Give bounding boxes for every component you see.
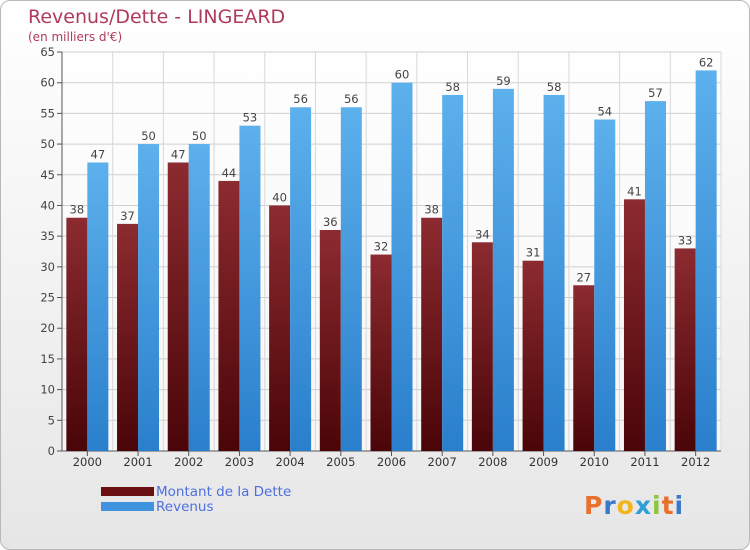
logo-letter: x [634, 491, 652, 520]
bar-revenus [290, 107, 312, 451]
bar-debt [319, 230, 341, 451]
data-label: 56 [344, 92, 359, 106]
x-tick-label: 2011 [630, 455, 659, 469]
y-tick-label: 35 [40, 229, 55, 243]
bar-revenus [543, 94, 565, 451]
bar-revenus [138, 144, 160, 452]
data-label: 31 [526, 246, 541, 260]
bar-revenus [239, 125, 261, 452]
data-label: 38 [424, 203, 439, 217]
bar-debt [218, 180, 240, 451]
bar-revenus [340, 107, 362, 451]
legend-swatch-revenus [101, 502, 154, 511]
data-label: 38 [70, 203, 85, 217]
bar-revenus [594, 119, 616, 452]
x-tick-label: 2005 [326, 455, 355, 469]
data-label: 50 [141, 129, 156, 143]
data-label: 41 [627, 184, 642, 198]
bar-debt [573, 285, 595, 451]
x-tick-label: 2002 [174, 455, 203, 469]
y-tick-label: 45 [40, 168, 55, 182]
bar-revenus [188, 144, 210, 452]
chart-title: Revenus/Dette - LINGEARD [28, 6, 286, 28]
bar-revenus [644, 101, 666, 451]
data-label: 32 [374, 240, 389, 254]
x-tick-label: 2008 [478, 455, 507, 469]
x-tick-label: 2001 [123, 455, 152, 469]
bar-debt [370, 254, 392, 451]
y-tick-label: 40 [40, 198, 55, 212]
bar-debt [674, 248, 696, 451]
bar-revenus [87, 162, 109, 451]
x-tick-label: 2009 [529, 455, 558, 469]
data-label: 60 [395, 68, 410, 82]
x-tick-label: 2010 [580, 455, 609, 469]
data-label: 56 [293, 92, 308, 106]
data-label: 34 [475, 227, 490, 241]
x-tick-label: 2000 [73, 455, 102, 469]
data-label: 62 [699, 55, 714, 69]
x-tick-label: 2004 [275, 455, 304, 469]
legend-label-revenus: Revenus [156, 499, 214, 515]
x-tick-label: 2012 [681, 455, 710, 469]
data-label: 58 [547, 80, 562, 94]
y-tick-label: 15 [40, 352, 55, 366]
y-tick-label: 20 [40, 321, 55, 335]
bar-revenus [391, 82, 413, 451]
data-label: 47 [171, 147, 186, 161]
y-tick-label: 10 [40, 383, 55, 397]
x-tick-label: 2007 [428, 455, 457, 469]
y-tick-label: 5 [48, 413, 55, 427]
logo-letter: i [652, 491, 662, 520]
chart-subtitle: (en milliers d'€) [28, 30, 123, 44]
logo-letter: r [603, 491, 617, 520]
bar-debt [66, 217, 88, 451]
data-label: 44 [222, 166, 237, 180]
logo-letter: t [661, 491, 675, 520]
data-label: 53 [243, 111, 258, 125]
bar-debt [269, 205, 291, 451]
y-tick-label: 60 [40, 76, 55, 90]
bar-revenus [492, 88, 514, 451]
data-label: 27 [576, 270, 591, 284]
bar-debt [471, 242, 493, 451]
data-label: 50 [192, 129, 207, 143]
bar-debt [167, 162, 189, 451]
legend-swatch-debt [101, 487, 154, 496]
data-label: 58 [445, 80, 460, 94]
data-label: 33 [678, 233, 693, 247]
y-tick-label: 25 [40, 291, 55, 305]
bar-debt [522, 260, 544, 451]
y-tick-label: 0 [48, 444, 55, 458]
data-label: 37 [120, 209, 135, 223]
bar-revenus [695, 70, 717, 452]
data-label: 36 [323, 215, 338, 229]
data-label: 59 [496, 74, 511, 88]
data-label: 54 [597, 105, 612, 119]
y-tick-label: 30 [40, 260, 55, 274]
x-tick-label: 2006 [377, 455, 406, 469]
logo-letter: o [616, 491, 635, 520]
y-tick-label: 50 [40, 137, 55, 151]
bar-debt [117, 223, 139, 451]
legend-label-debt: Montant de la Dette [156, 484, 292, 500]
logo-letter: i [674, 491, 685, 520]
y-tick-label: 65 [40, 45, 55, 59]
bar-debt [421, 217, 443, 451]
bar-revenus [442, 94, 464, 451]
bar-debt [623, 199, 645, 451]
x-tick-label: 2003 [225, 455, 254, 469]
data-label: 47 [91, 147, 106, 161]
data-label: 40 [272, 190, 287, 204]
data-label: 57 [648, 86, 663, 100]
logo-letter: P [584, 491, 604, 520]
proxiti-logo: Proxiti [584, 491, 684, 520]
y-tick-label: 55 [40, 106, 55, 120]
